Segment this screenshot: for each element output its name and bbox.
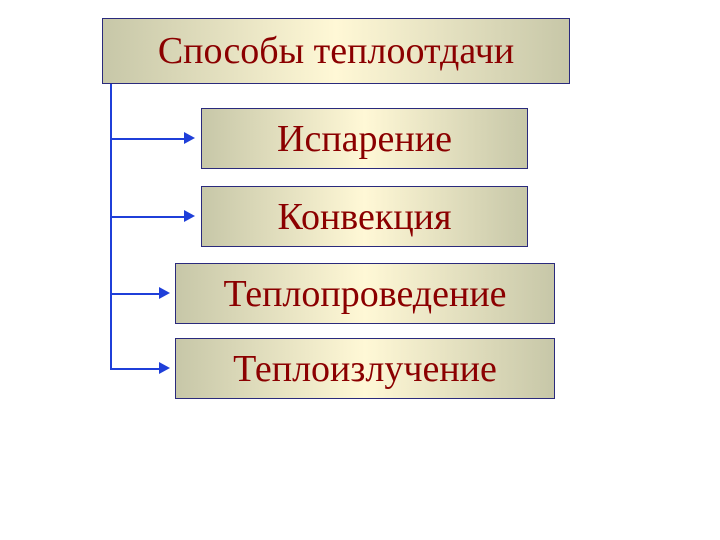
item-box-2: Теплопроведение — [175, 263, 555, 324]
item-box-0: Испарение — [201, 108, 528, 169]
arrowhead-2 — [159, 287, 170, 299]
connector-branch-2 — [110, 293, 161, 295]
connector-branch-1 — [110, 216, 186, 218]
arrowhead-3 — [159, 362, 170, 374]
item-box-3: Теплоизлучение — [175, 338, 555, 399]
connector-trunk — [110, 84, 112, 370]
connector-branch-3 — [110, 368, 161, 370]
title-box: Способы теплоотдачи — [102, 18, 570, 84]
arrowhead-1 — [184, 210, 195, 222]
title-box-label: Способы теплоотдачи — [158, 29, 514, 73]
item-box-1: Конвекция — [201, 186, 528, 247]
item-box-0-label: Испарение — [277, 117, 452, 161]
item-box-1-label: Конвекция — [278, 195, 452, 239]
arrowhead-0 — [184, 132, 195, 144]
item-box-3-label: Теплоизлучение — [233, 347, 497, 391]
connector-branch-0 — [110, 138, 186, 140]
item-box-2-label: Теплопроведение — [223, 272, 506, 316]
